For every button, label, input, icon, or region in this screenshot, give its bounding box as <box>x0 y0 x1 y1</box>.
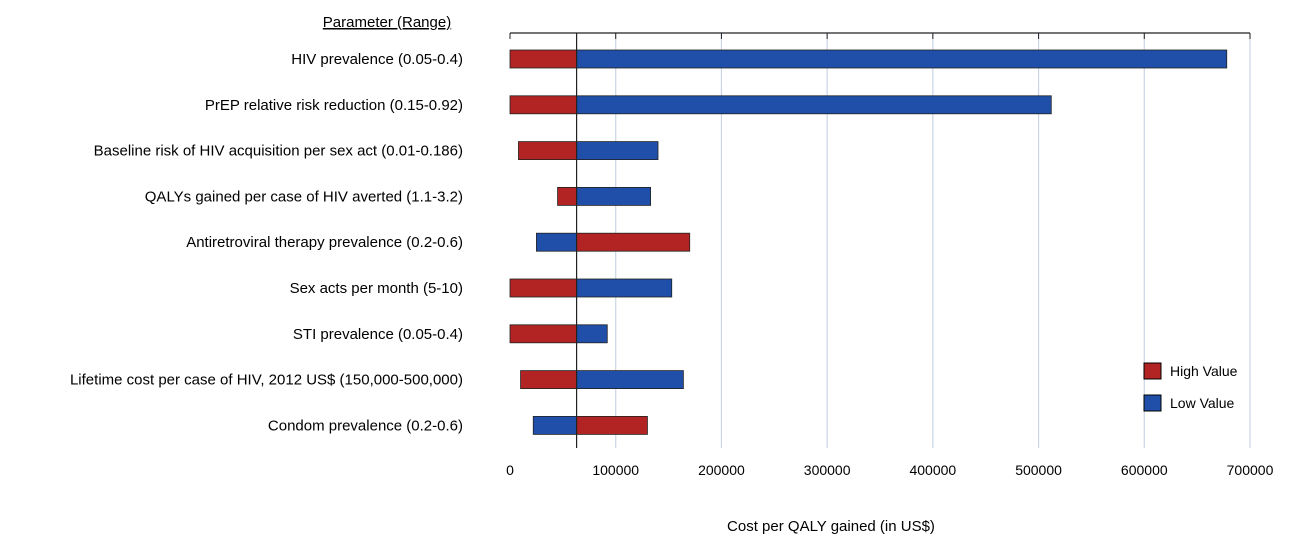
bar-low-value <box>576 141 659 161</box>
bars <box>509 49 1228 435</box>
bar-low-value <box>576 324 608 344</box>
legend-label-low: Low Value <box>1170 395 1235 411</box>
category-label: Sex acts per month (5-10) <box>290 280 463 297</box>
bar-low-value <box>576 49 1228 69</box>
bar-low-value <box>576 95 1052 115</box>
bar-high-value <box>509 278 577 298</box>
category-label: Baseline risk of HIV acquisition per sex… <box>94 143 463 160</box>
legend-swatch-high <box>1143 362 1162 380</box>
x-tick-label: 200000 <box>698 462 745 478</box>
x-axis-title: Cost per QALY gained (in US$) <box>727 518 935 535</box>
legend-label-high: High Value <box>1170 363 1238 379</box>
x-tick-label: 500000 <box>1015 462 1062 478</box>
x-tick-label: 100000 <box>592 462 639 478</box>
category-label: Antiretroviral therapy prevalence (0.2-0… <box>186 234 463 251</box>
bar-high-value <box>518 141 578 161</box>
x-tick-label: 0 <box>506 462 514 478</box>
category-label: Lifetime cost per case of HIV, 2012 US$ … <box>70 372 463 389</box>
bar-low-value <box>536 232 578 252</box>
bar-high-value <box>576 415 648 435</box>
bar-high-value <box>509 324 577 344</box>
bar-high-value <box>520 370 577 390</box>
x-tick-label: 600000 <box>1121 462 1168 478</box>
bar-low-value <box>532 415 577 435</box>
category-label: PrEP relative risk reduction (0.15-0.92) <box>205 97 463 114</box>
bar-high-value <box>576 232 691 252</box>
axis <box>509 32 1251 448</box>
gridlines <box>615 33 1251 448</box>
parameter-header: Parameter (Range) <box>323 14 451 31</box>
category-label: HIV prevalence (0.05-0.4) <box>291 51 463 68</box>
bar-high-value <box>509 95 577 115</box>
bar-low-value <box>576 278 673 298</box>
x-tick-labels: 0 100000 200000 300000 400000 500000 600000 700… <box>506 462 1273 478</box>
legend: High Value Low Value <box>1143 362 1238 412</box>
x-tick-label: 300000 <box>804 462 851 478</box>
category-labels: HIV prevalence (0.05-0.4) PrEP relative r… <box>70 51 463 434</box>
bar-high-value <box>557 186 577 206</box>
category-label: STI prevalence (0.05-0.4) <box>293 326 463 343</box>
bar-high-value <box>509 49 577 69</box>
category-label: QALYs gained per case of HIV averted (1.… <box>145 188 463 205</box>
x-tick-label: 700000 <box>1227 462 1274 478</box>
category-label: Condom prevalence (0.2-0.6) <box>268 417 463 434</box>
bar-low-value <box>576 370 684 390</box>
x-tick-label: 400000 <box>909 462 956 478</box>
legend-swatch-low <box>1143 394 1162 412</box>
bar-low-value <box>576 186 651 206</box>
